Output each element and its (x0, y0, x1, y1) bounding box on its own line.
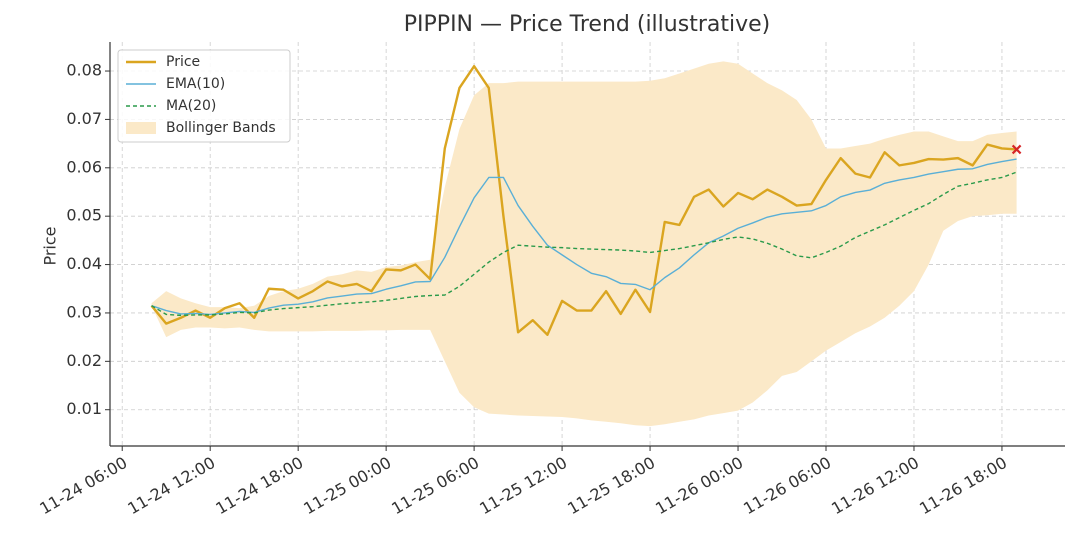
y-tick-label: 0.04 (66, 254, 102, 273)
legend: Price EMA(10) MA(20) Bollinger Bands (117, 49, 291, 143)
y-tick-label: 0.01 (66, 399, 102, 418)
legend-box (117, 49, 291, 143)
y-tick-label: 0.08 (66, 61, 102, 80)
legend-label: MA(20) (166, 98, 216, 114)
y-tick-label: 0.02 (66, 351, 102, 370)
legend-label: EMA(10) (166, 76, 225, 92)
x-tick-label: 11-25 12:00 (476, 453, 570, 518)
legend-swatch (126, 122, 156, 134)
x-tick-label: 11-26 00:00 (652, 453, 746, 518)
legend-label: Bollinger Bands (166, 120, 276, 136)
last-price-marker (1011, 144, 1022, 155)
x-tick-label: 11-26 18:00 (916, 453, 1010, 518)
x-tick-label: 11-24 12:00 (124, 453, 218, 518)
y-axis-label: Price (41, 226, 60, 265)
y-tick-label: 0.06 (66, 157, 102, 176)
series-line (150, 64, 1017, 336)
x-tick-label: 11-25 18:00 (564, 453, 658, 518)
x-tick-label: 11-24 06:00 (36, 453, 130, 518)
x-tick-label: 11-24 18:00 (212, 453, 306, 518)
series-line (151, 171, 1017, 317)
legend-label: Price (166, 54, 200, 70)
y-tick-label: 0.03 (66, 302, 102, 321)
bollinger-band (151, 61, 1017, 427)
x-tick-label: 11-26 06:00 (740, 453, 834, 518)
y-tick-label: 0.07 (66, 109, 102, 128)
x-tick-label: 11-26 12:00 (828, 453, 922, 518)
chart-title: PIPPIN — Price Trend (illustrative) (404, 12, 770, 37)
series-line (151, 158, 1017, 316)
x-tick-label: 11-25 00:00 (300, 453, 394, 518)
x-tick-label: 11-25 06:00 (388, 453, 482, 518)
y-tick-label: 0.05 (66, 206, 102, 225)
